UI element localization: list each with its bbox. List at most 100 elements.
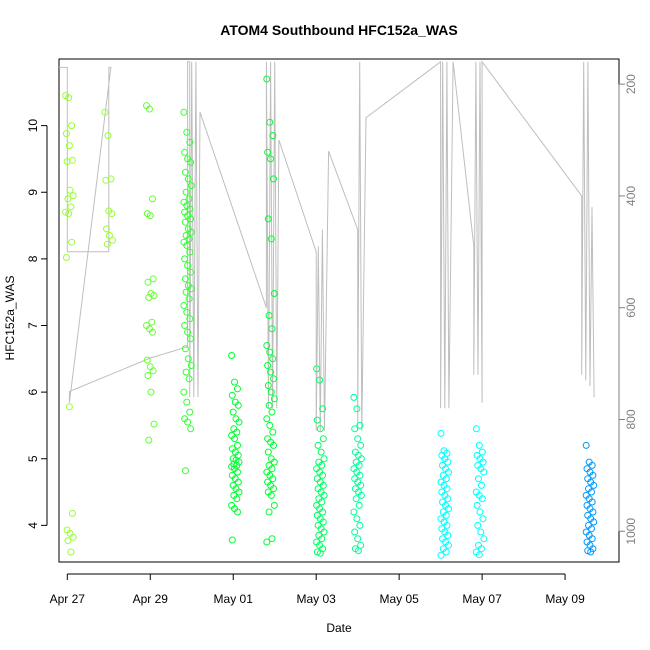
series-1: [101, 108, 116, 248]
data-point: [186, 205, 194, 213]
data-point: [473, 501, 481, 509]
data-point: [478, 495, 486, 503]
data-point: [320, 455, 328, 463]
data-point: [582, 441, 590, 449]
data-point: [143, 356, 151, 364]
data-point: [268, 535, 276, 543]
data-point: [68, 238, 76, 246]
data-point: [149, 367, 157, 375]
x-tick-label: May 01: [214, 592, 254, 606]
data-point: [107, 175, 115, 183]
data-point: [442, 475, 450, 483]
data-point: [181, 345, 189, 353]
series-8: [437, 429, 452, 559]
data-point: [356, 521, 364, 529]
data-point: [268, 408, 276, 416]
altitude-line: [59, 60, 595, 431]
data-point: [186, 315, 194, 323]
data-point: [187, 182, 195, 190]
data-point: [588, 488, 595, 496]
data-point: [479, 458, 487, 466]
data-point: [319, 518, 327, 526]
data-point: [65, 94, 73, 102]
data-point: [320, 491, 328, 499]
data-point: [270, 485, 277, 493]
data-point: [266, 421, 274, 429]
data-point: [68, 509, 76, 517]
data-point: [234, 401, 242, 409]
x-tick-label: May 09: [545, 592, 585, 606]
data-point: [181, 322, 189, 329]
data-point: [181, 168, 189, 176]
data-point: [437, 551, 445, 559]
data-point: [184, 355, 192, 363]
y2-tick-label: 600: [624, 297, 638, 317]
data-point: [475, 551, 483, 559]
series-3: [180, 108, 195, 475]
data-point: [313, 365, 321, 373]
data-point: [352, 495, 360, 503]
data-point: [267, 235, 275, 243]
data-point: [590, 518, 598, 526]
data-point: [182, 288, 190, 296]
data-point: [184, 262, 192, 269]
data-point: [233, 495, 241, 503]
points-layer: [62, 75, 598, 559]
data-point: [354, 435, 362, 443]
data-point: [149, 275, 157, 283]
data-point: [184, 328, 192, 336]
y-tick-label: 4: [26, 522, 40, 529]
data-point: [265, 312, 273, 319]
data-point: [181, 218, 189, 226]
data-point: [228, 536, 236, 544]
data-point: [269, 428, 277, 436]
x-tick-label: May 05: [379, 592, 419, 606]
data-point: [270, 395, 278, 403]
y-axis: 4 5 6 7 8 9 10: [26, 119, 48, 529]
data-point: [357, 455, 365, 463]
data-point: [187, 215, 195, 223]
data-point: [234, 385, 241, 393]
data-point: [231, 435, 238, 443]
data-point: [68, 122, 76, 130]
y-tick-label: 6: [26, 388, 40, 395]
data-point: [444, 531, 452, 539]
data-point: [270, 175, 277, 183]
data-point: [478, 448, 486, 456]
data-point: [180, 388, 188, 396]
data-point: [103, 225, 110, 233]
data-point: [353, 515, 361, 523]
data-point: [233, 428, 241, 436]
data-point: [318, 461, 326, 469]
data-point: [350, 508, 358, 516]
data-point: [183, 398, 191, 406]
data-point: [183, 128, 191, 136]
data-point: [270, 441, 277, 449]
data-point: [318, 535, 326, 543]
x-axis: Apr 27 Apr 29 May 01 May 03 May 05 May 07 May …: [50, 573, 585, 606]
data-point: [588, 535, 596, 543]
series-7: [350, 393, 365, 555]
data-point: [316, 376, 324, 384]
data-point: [355, 501, 363, 509]
data-point: [181, 275, 189, 283]
data-point: [442, 548, 450, 556]
data-point: [182, 188, 190, 196]
data-point: [64, 195, 72, 203]
data-point: [354, 547, 362, 555]
data-point: [444, 495, 452, 503]
data-point: [150, 420, 158, 428]
series-10: [582, 441, 598, 556]
data-point: [443, 521, 451, 529]
x-tick-label: May 07: [462, 592, 502, 606]
data-point: [270, 290, 278, 297]
data-point: [270, 375, 277, 383]
data-point: [480, 468, 488, 476]
y2-tick-label: 1000: [624, 518, 638, 545]
data-point: [266, 118, 274, 126]
y-tick-label: 8: [26, 255, 40, 262]
data-point: [102, 176, 110, 184]
data-point: [228, 391, 236, 399]
data-point: [444, 458, 452, 466]
data-point: [265, 508, 273, 516]
